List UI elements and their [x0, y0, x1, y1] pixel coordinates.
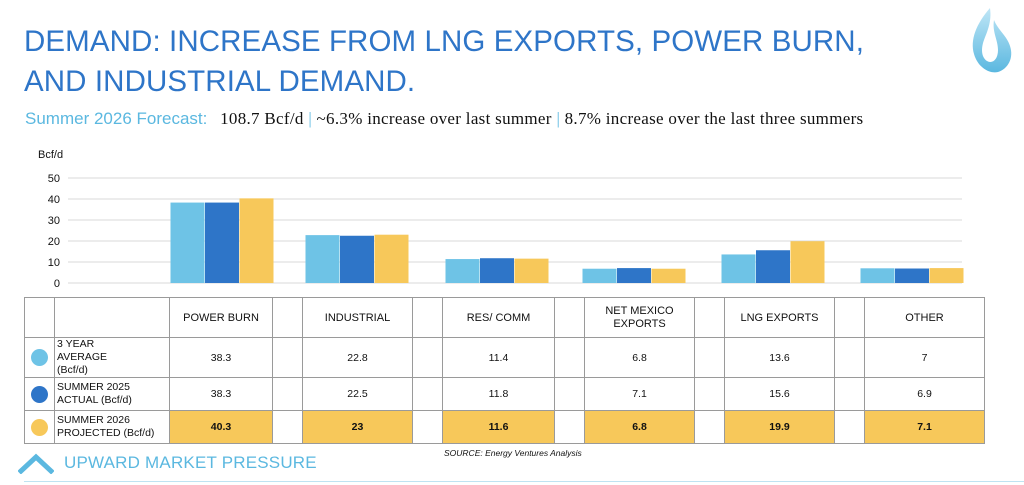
column-header: RES/ COMM	[442, 297, 555, 338]
y-tick-labels: 0 10 20 30 40 50	[48, 173, 60, 290]
table-cell: 22.5	[302, 377, 413, 411]
table-cell: 13.6	[724, 337, 835, 378]
source-note: SOURCE: Energy Ventures Analysis	[444, 448, 582, 458]
table-row: SUMMER 2025 ACTUAL (Bcf/d) 38.3 22.5 11.…	[24, 377, 985, 411]
separator: |	[556, 109, 560, 128]
bar	[445, 259, 480, 283]
row-label: SUMMER 2025 ACTUAL (Bcf/d)	[54, 377, 170, 411]
row-label: 3 YEAR AVERAGE (Bcf/d)	[54, 337, 170, 378]
row-label: SUMMER 2026 PROJECTED (Bcf/d)	[54, 410, 170, 444]
table-cell: 7.1	[864, 410, 985, 444]
table-cell: 6.8	[584, 410, 695, 444]
table-cell: 11.6	[442, 410, 555, 444]
bar	[170, 202, 205, 283]
forecast-yoy: ~6.3% increase over last summer	[316, 109, 552, 128]
bar	[374, 234, 409, 283]
forecast-summary: Summer 2026 Forecast: 108.7 Bcf/d | ~6.3…	[25, 108, 863, 130]
column-header: POWER BURN	[169, 297, 273, 338]
bar	[239, 198, 274, 283]
column-header: OTHER	[864, 297, 985, 338]
y-tick-label: 40	[48, 194, 60, 206]
table-cell: 6.8	[584, 337, 695, 378]
chevron-up-icon	[18, 453, 54, 474]
column-header: NET MEXICO EXPORTS	[584, 297, 695, 338]
blue-flame-icon	[972, 8, 1012, 73]
y-tick-label: 30	[48, 215, 60, 227]
bar	[617, 268, 651, 283]
bar	[860, 268, 895, 283]
table-cell: 40.3	[169, 410, 273, 444]
y-tick-label: 20	[48, 236, 60, 248]
y-tick-label: 50	[48, 173, 60, 185]
table-row: SUMMER 2026 PROJECTED (Bcf/d) 40.3 23 11…	[24, 410, 985, 444]
forecast-three-year: 8.7% increase over the last three summer…	[564, 109, 864, 128]
bar	[305, 235, 340, 283]
legend-marker	[31, 418, 48, 436]
bar	[205, 202, 239, 283]
bar	[721, 254, 756, 283]
table-header-row: POWER BURN INDUSTRIAL RES/ COMM NET MEXI…	[24, 297, 985, 338]
title-line-1: DEMAND: INCREASE FROM LNG EXPORTS, POWER…	[24, 25, 864, 58]
table-row: 3 YEAR AVERAGE (Bcf/d) 38.3 22.8 11.4 6.…	[24, 337, 985, 378]
table-cell: 7	[864, 337, 985, 378]
table-cell: 38.3	[169, 337, 273, 378]
bar	[895, 268, 929, 283]
legend-marker	[31, 349, 48, 366]
table-cell: 7.1	[584, 377, 695, 411]
divider	[24, 481, 1024, 482]
y-axis-label: Bcf/d	[38, 149, 63, 161]
bars	[170, 198, 964, 283]
bar	[514, 258, 549, 283]
upward-label: UPWARD MARKET PRESSURE	[64, 453, 317, 472]
column-header: INDUSTRIAL	[302, 297, 413, 338]
bar	[651, 268, 686, 283]
table-cell: 22.8	[302, 337, 413, 378]
bar	[790, 241, 825, 283]
data-table: POWER BURN INDUSTRIAL RES/ COMM NET MEXI…	[24, 297, 985, 444]
page-title: DEMAND: INCREASE FROM LNG EXPORTS, POWER…	[24, 22, 924, 102]
bar	[929, 268, 964, 283]
bar	[582, 268, 617, 283]
y-tick-label: 0	[54, 278, 60, 290]
title-line-2: AND INDUSTRIAL DEMAND.	[24, 65, 416, 98]
y-tick-label: 10	[48, 257, 60, 269]
upward-market-pressure: UPWARD MARKET PRESSURE	[18, 452, 317, 474]
forecast-label: Summer 2026 Forecast:	[25, 109, 208, 128]
bar	[480, 258, 514, 283]
table-cell: 38.3	[169, 377, 273, 411]
bar	[340, 235, 374, 283]
table-cell: 19.9	[724, 410, 835, 444]
forecast-total: 108.7 Bcf/d	[220, 109, 304, 128]
table-cell: 11.4	[442, 337, 555, 378]
table-cell: 11.8	[442, 377, 555, 411]
table-cell: 6.9	[864, 377, 985, 411]
column-header: LNG EXPORTS	[724, 297, 835, 338]
bar	[756, 250, 790, 283]
demand-bar-chart: Bcf/d 0 10 20 30 40 50	[38, 149, 964, 290]
legend-marker	[31, 385, 48, 403]
table-cell: 15.6	[724, 377, 835, 411]
separator: |	[308, 109, 312, 128]
table-cell: 23	[302, 410, 413, 444]
